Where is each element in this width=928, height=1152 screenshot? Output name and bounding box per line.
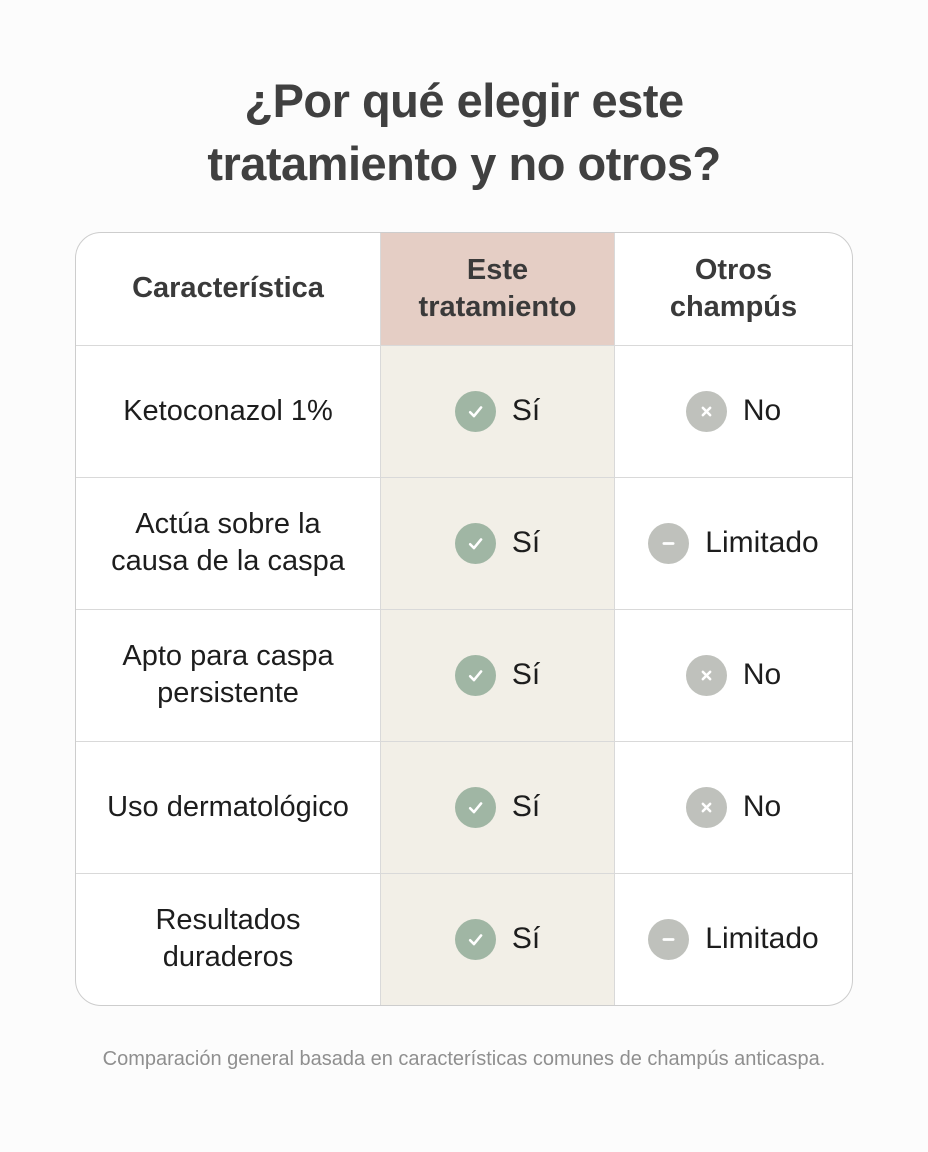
other-shampoos-cell: No [614,344,852,477]
status-value: Sí [511,922,541,956]
comparison-table: Característica Este tratamiento Otros ch… [75,231,853,1006]
this-treatment-cell: Sí [380,740,614,873]
status-value: Sí [511,790,541,824]
status-value: Limitado [705,526,819,560]
table-row: Apto para caspa persistente Sí No [76,608,852,741]
status-value: No [742,394,782,428]
check-icon [454,654,496,696]
status-value: Sí [511,394,541,428]
table-row: Actúa sobre la causa de la caspa Sí Limi… [76,476,852,609]
status-value: No [742,790,782,824]
footnote: Comparación general basada en caracterís… [102,1047,826,1070]
table-row: Resultados duraderos Sí Limitado [76,872,852,1005]
check-icon [454,918,496,960]
status-value: No [742,658,782,692]
check-icon [454,522,496,564]
this-treatment-cell: Sí [380,476,614,609]
cross-icon [685,390,727,432]
other-shampoos-cell: Limitado [614,476,852,609]
feature-label: Ketoconazol 1% [76,344,380,477]
check-icon [454,390,496,432]
page-title: ¿Por qué elegir este tratamiento y no ot… [207,74,721,190]
other-shampoos-cell: No [614,608,852,741]
minus-icon [648,522,690,564]
cross-icon [685,654,727,696]
status-value: Limitado [705,922,819,956]
feature-label: Resultados duraderos [76,872,380,1005]
feature-label: Apto para caspa persistente [76,608,380,741]
column-header-caracteristica: Característica [132,272,324,305]
this-treatment-cell: Sí [380,608,614,741]
column-header-otros-champus: Otros champús [614,232,852,345]
check-icon [454,786,496,828]
this-treatment-cell: Sí [380,872,614,1005]
other-shampoos-cell: No [614,740,852,873]
status-value: Sí [511,526,541,560]
feature-label: Uso dermatológico [76,740,380,873]
column-header-este-tratamiento: Este tratamiento [380,232,614,345]
table-header-row: Característica Este tratamiento Otros ch… [76,232,852,345]
table-row: Uso dermatológico Sí No [76,740,852,873]
table-body: Ketoconazol 1% Sí No Actúa sobre la caus… [76,344,852,1005]
this-treatment-cell: Sí [380,344,614,477]
table-row: Ketoconazol 1% Sí No [76,344,852,477]
status-value: Sí [511,658,541,692]
feature-label: Actúa sobre la causa de la caspa [76,476,380,609]
minus-icon [648,918,690,960]
other-shampoos-cell: Limitado [614,872,852,1005]
cross-icon [685,786,727,828]
